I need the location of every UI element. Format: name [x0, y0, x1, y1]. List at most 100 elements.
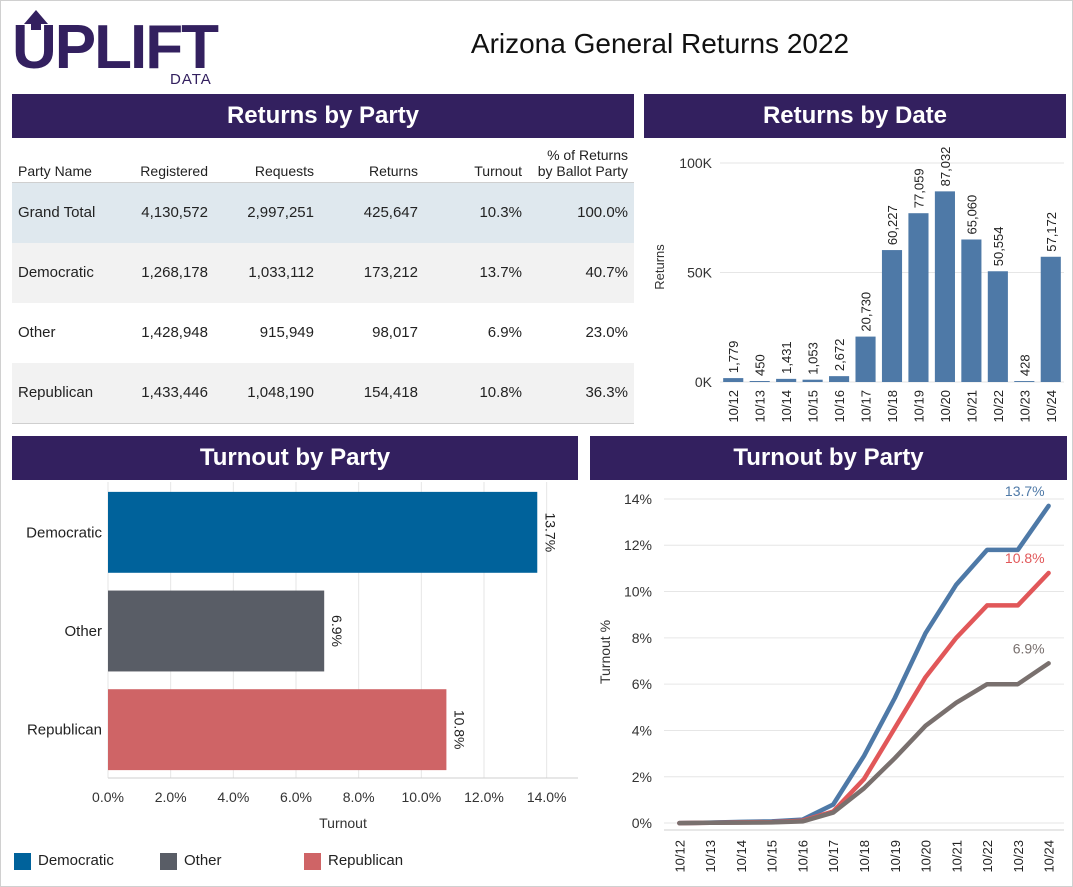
- cell-returns: 173,212: [363, 264, 418, 281]
- logo-text: UPLIFT: [12, 13, 219, 82]
- x-tick-label: 10/17: [826, 840, 841, 873]
- bar-data-label: 10.8%: [451, 710, 467, 750]
- cell-party: Republican: [18, 384, 94, 401]
- bar-data-label: 1,431: [779, 341, 794, 374]
- bar-data-label: 428: [1017, 354, 1032, 376]
- legend-label: Republican: [328, 852, 404, 869]
- bar: [749, 381, 770, 382]
- bar: [108, 590, 325, 672]
- bar-data-label: 20,730: [859, 292, 874, 332]
- cell-turnout: 13.7%: [479, 264, 522, 281]
- cell-returns: 98,017: [372, 324, 418, 341]
- bar: [1040, 256, 1061, 382]
- bar-data-label: 1,053: [806, 342, 821, 375]
- y-axis-label: Turnout %: [597, 620, 613, 684]
- bar-data-label: 6.9%: [329, 615, 345, 647]
- legend-swatch: [304, 853, 321, 870]
- table-row[interactable]: Republican 1,433,446 1,048,190 154,418 1…: [12, 363, 634, 424]
- x-tick-label: 10/16: [795, 840, 810, 873]
- returns-by-date-chart: 0K 50K 100K Returns 1,779 10/12 450 10/13 1,431 1…: [652, 147, 1064, 423]
- y-tick-label: 4%: [632, 722, 652, 738]
- logo-arrow-icon: [24, 10, 48, 30]
- x-tick-label: 10/16: [832, 390, 847, 423]
- cell-returns: 154,418: [363, 384, 418, 401]
- col-header-requests[interactable]: Requests: [254, 163, 314, 179]
- bar: [802, 379, 823, 382]
- returns-by-party-table: Party Name Registered Requests Returns T…: [12, 140, 634, 424]
- x-tick-label: 0.0%: [92, 789, 124, 805]
- cell-pct: 23.0%: [585, 324, 628, 341]
- x-tick-label: 10/15: [806, 390, 821, 423]
- turnout-line-chart: 0% 2% 4% 6% 8% 10% 12% 14% Turnout % 10/12 10/13 10…: [597, 483, 1064, 873]
- x-tick-label: 10/14: [734, 840, 749, 873]
- y-tick-label: 50K: [687, 264, 713, 280]
- cell-registered: 1,433,446: [141, 384, 208, 401]
- cell-registered: 1,428,948: [141, 324, 208, 341]
- x-tick-label: 10/23: [1017, 390, 1032, 423]
- col-header-pct-line2[interactable]: by Ballot Party: [537, 163, 628, 179]
- cell-turnout: 6.9%: [487, 324, 522, 341]
- y-category-label: Democratic: [26, 524, 102, 541]
- y-tick-label: 2%: [632, 769, 652, 785]
- bar-data-label: 13.7%: [542, 512, 558, 552]
- x-tick-label: 10/19: [888, 840, 903, 873]
- bar-data-label: 65,060: [964, 195, 979, 235]
- cell-registered: 4,130,572: [141, 204, 208, 221]
- cell-party: Democratic: [18, 264, 94, 281]
- y-tick-label: 100K: [679, 155, 712, 171]
- bar-data-label: 77,059: [911, 168, 926, 208]
- x-tick-label: 10/12: [672, 840, 687, 873]
- y-tick-label: 14%: [624, 491, 652, 507]
- bar-data-label: 60,227: [885, 205, 900, 245]
- turnout-line-header: Turnout by Party: [590, 436, 1067, 480]
- bar: [108, 491, 538, 573]
- cell-pct: 36.3%: [585, 384, 628, 401]
- bar-data-label: 57,172: [1044, 212, 1059, 252]
- cell-requests: 2,997,251: [247, 204, 314, 221]
- x-tick-label: 8.0%: [343, 789, 375, 805]
- x-tick-label: 10/12: [726, 390, 741, 423]
- x-tick-label: 10/19: [911, 390, 926, 423]
- col-header-returns[interactable]: Returns: [368, 163, 418, 179]
- x-tick-label: 10/23: [1011, 840, 1026, 873]
- returns-by-date-header: Returns by Date: [644, 94, 1066, 138]
- x-tick-label: 10/21: [949, 840, 964, 873]
- bar-data-label: 450: [753, 354, 768, 376]
- table-row[interactable]: Democratic 1,268,178 1,033,112 173,212 1…: [12, 243, 634, 303]
- logo-graphic: UPLIFT DATA: [12, 10, 221, 88]
- cell-registered: 1,268,178: [141, 264, 208, 281]
- series-line: [677, 661, 1051, 826]
- col-header-registered[interactable]: Registered: [140, 163, 208, 179]
- legend-label: Democratic: [38, 852, 114, 869]
- bar: [987, 271, 1008, 382]
- uplift-data-logo: UPLIFT DATA: [10, 4, 230, 88]
- col-header-pct-line1[interactable]: % of Returns: [547, 147, 628, 163]
- bar-data-label: 2,672: [832, 339, 847, 372]
- x-tick-label: 6.0%: [280, 789, 312, 805]
- cell-turnout: 10.8%: [479, 384, 522, 401]
- returns-by-party-header: Returns by Party: [12, 94, 634, 138]
- x-tick-label: 10/13: [753, 390, 768, 423]
- col-header-turnout[interactable]: Turnout: [474, 163, 522, 179]
- y-tick-label: 10%: [624, 584, 652, 600]
- y-tick-label: 8%: [632, 630, 652, 646]
- cell-pct: 40.7%: [585, 264, 628, 281]
- y-tick-label: 6%: [632, 676, 652, 692]
- bar: [723, 378, 744, 382]
- cell-requests: 915,949: [259, 324, 314, 341]
- bar-data-label: 50,554: [991, 226, 1006, 266]
- x-tick-label: 10/20: [919, 840, 934, 873]
- logo-subtext: DATA: [170, 71, 212, 88]
- table-row[interactable]: Grand Total 4,130,572 2,997,251 425,647 …: [12, 183, 634, 243]
- x-tick-label: 10/14: [779, 390, 794, 423]
- col-header-party[interactable]: Party Name: [18, 163, 92, 179]
- bar: [855, 336, 876, 382]
- table-row[interactable]: Other 1,428,948 915,949 98,017 6.9% 23.0…: [12, 303, 634, 363]
- cell-turnout: 10.3%: [479, 204, 522, 221]
- bar-data-label: 87,032: [938, 147, 953, 187]
- y-axis-label: Returns: [652, 244, 667, 290]
- x-tick-label: 2.0%: [155, 789, 187, 805]
- legend-swatch: [160, 853, 177, 870]
- bar: [1014, 381, 1035, 382]
- x-tick-label: 4.0%: [217, 789, 249, 805]
